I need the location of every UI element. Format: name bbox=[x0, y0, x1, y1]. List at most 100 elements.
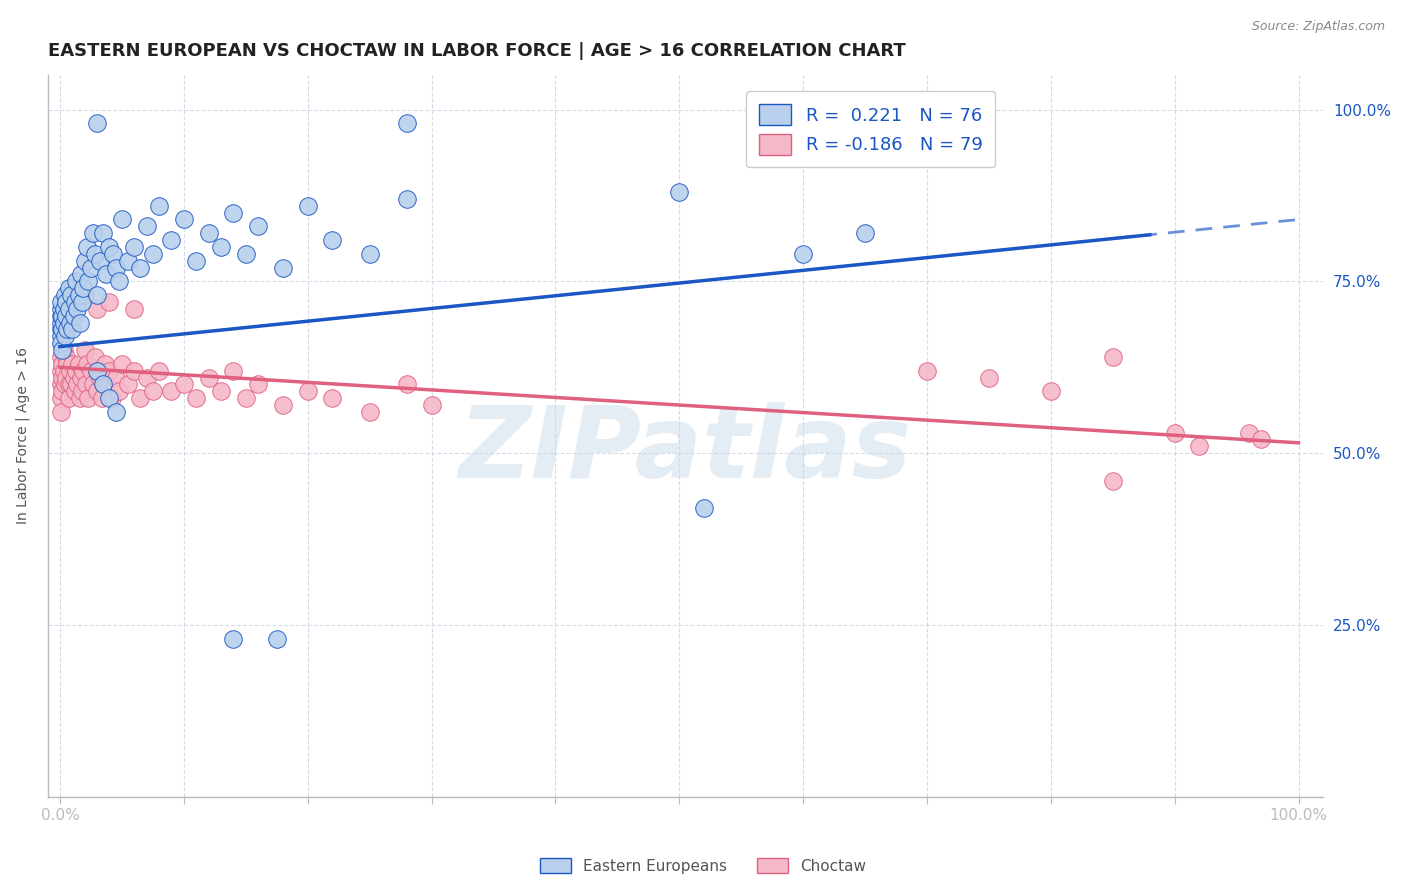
Point bbox=[55, 370, 77, 384]
Point bbox=[1101, 350, 1123, 364]
Point bbox=[86, 116, 108, 130]
Point bbox=[51, 350, 73, 364]
Point bbox=[89, 370, 111, 384]
Point bbox=[222, 632, 245, 646]
Point bbox=[51, 357, 73, 371]
Point bbox=[76, 357, 98, 371]
Point bbox=[82, 226, 104, 240]
Point bbox=[111, 212, 134, 227]
Point bbox=[73, 253, 96, 268]
Point bbox=[135, 370, 157, 384]
Point bbox=[60, 288, 83, 302]
Point bbox=[63, 295, 86, 310]
Point bbox=[117, 253, 139, 268]
Point bbox=[693, 501, 716, 516]
Point bbox=[86, 384, 108, 399]
Legend: R =  0.221   N = 76, R = -0.186   N = 79: R = 0.221 N = 76, R = -0.186 N = 79 bbox=[747, 92, 995, 168]
Point bbox=[72, 364, 94, 378]
Point bbox=[66, 377, 89, 392]
Point bbox=[266, 632, 288, 646]
Point bbox=[117, 377, 139, 392]
Point bbox=[668, 185, 690, 199]
Point bbox=[58, 281, 80, 295]
Point bbox=[103, 247, 125, 261]
Point bbox=[297, 384, 319, 399]
Point bbox=[51, 405, 73, 419]
Point bbox=[55, 295, 77, 310]
Point bbox=[62, 309, 84, 323]
Point bbox=[83, 247, 105, 261]
Point bbox=[111, 357, 134, 371]
Point bbox=[65, 274, 87, 288]
Point bbox=[91, 226, 114, 240]
Point bbox=[51, 301, 73, 316]
Point bbox=[1188, 439, 1211, 453]
Point bbox=[247, 219, 270, 234]
Point bbox=[86, 301, 108, 316]
Point bbox=[76, 240, 98, 254]
Point bbox=[222, 205, 245, 219]
Point bbox=[63, 384, 86, 399]
Point bbox=[186, 391, 208, 405]
Point bbox=[51, 377, 73, 392]
Point bbox=[59, 316, 82, 330]
Point bbox=[93, 357, 115, 371]
Point bbox=[75, 377, 97, 392]
Point bbox=[104, 405, 127, 419]
Point bbox=[271, 260, 294, 275]
Point bbox=[209, 240, 232, 254]
Point bbox=[67, 357, 90, 371]
Point bbox=[98, 295, 121, 310]
Point bbox=[56, 357, 79, 371]
Point bbox=[359, 247, 381, 261]
Point bbox=[148, 364, 170, 378]
Point bbox=[51, 391, 73, 405]
Point bbox=[142, 384, 165, 399]
Point bbox=[129, 260, 152, 275]
Point bbox=[160, 233, 183, 247]
Point bbox=[60, 357, 83, 371]
Point bbox=[104, 260, 127, 275]
Point bbox=[142, 247, 165, 261]
Point bbox=[65, 364, 87, 378]
Point bbox=[77, 391, 100, 405]
Point bbox=[96, 377, 118, 392]
Point bbox=[94, 268, 117, 282]
Point bbox=[70, 268, 93, 282]
Point bbox=[98, 364, 121, 378]
Point bbox=[72, 281, 94, 295]
Point bbox=[69, 316, 91, 330]
Text: ZIPatlas: ZIPatlas bbox=[458, 402, 912, 499]
Point bbox=[91, 377, 114, 392]
Point bbox=[915, 364, 938, 378]
Point bbox=[51, 336, 73, 351]
Point bbox=[52, 343, 75, 357]
Point bbox=[73, 288, 96, 302]
Point bbox=[89, 253, 111, 268]
Point bbox=[55, 350, 77, 364]
Point bbox=[108, 384, 131, 399]
Point bbox=[70, 384, 93, 399]
Point bbox=[51, 309, 73, 323]
Point bbox=[122, 364, 145, 378]
Point bbox=[135, 219, 157, 234]
Point bbox=[55, 309, 77, 323]
Point bbox=[173, 212, 195, 227]
Point bbox=[235, 391, 257, 405]
Point bbox=[53, 377, 76, 392]
Point bbox=[62, 370, 84, 384]
Point bbox=[51, 370, 73, 384]
Point bbox=[792, 247, 814, 261]
Text: Source: ZipAtlas.com: Source: ZipAtlas.com bbox=[1251, 20, 1385, 33]
Point bbox=[1163, 425, 1185, 440]
Point bbox=[977, 370, 1000, 384]
Point bbox=[321, 391, 343, 405]
Point bbox=[59, 364, 82, 378]
Point bbox=[51, 316, 73, 330]
Point bbox=[70, 295, 93, 310]
Point bbox=[98, 240, 121, 254]
Point bbox=[70, 370, 93, 384]
Point bbox=[80, 260, 103, 275]
Point bbox=[51, 322, 73, 336]
Point bbox=[91, 391, 114, 405]
